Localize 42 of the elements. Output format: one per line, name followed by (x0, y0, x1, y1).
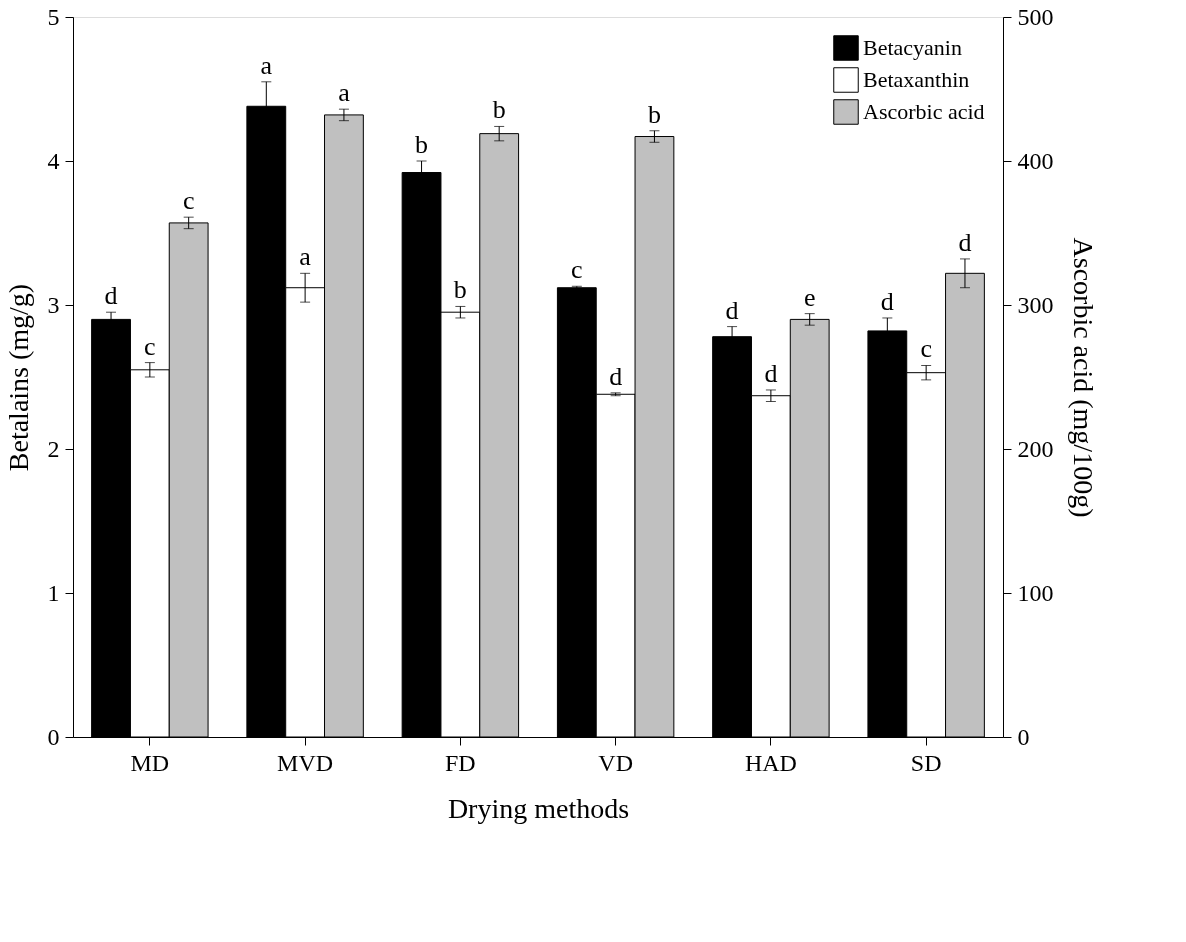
data-label: a (260, 50, 273, 80)
y-tick-label: 0 (47, 723, 60, 750)
data-label: c (920, 334, 932, 364)
x-tick-label: MD (130, 749, 170, 776)
y2-tick-label: 300 (1017, 291, 1054, 318)
x-tick-label: FD (445, 749, 476, 776)
y2-tick-label: 400 (1017, 147, 1054, 174)
y-tick-label: 1 (47, 579, 60, 606)
data-label: b (492, 95, 506, 125)
data-label: b (415, 130, 429, 159)
data-label: c (182, 186, 195, 216)
x-axis-title: Drying methods (447, 792, 630, 824)
y2-tick-label: 100 (1017, 579, 1054, 606)
x-tick-label: VD (598, 749, 633, 776)
y-tick-label: 4 (47, 147, 60, 174)
y-tick-label: 2 (47, 435, 60, 462)
data-label: b (647, 99, 661, 129)
y2-axis-title: Ascorbic acid (mg/100g) (1067, 237, 1099, 518)
legend-label: Betaxanthin (863, 67, 970, 92)
y-axis-title: Betalains (mg/g) (2, 283, 34, 472)
legend-label: Ascorbic acid (863, 99, 985, 124)
data-label: d (609, 361, 623, 391)
data-label: d (725, 295, 739, 325)
data-label: c (571, 255, 583, 285)
x-tick-label: MVD (277, 749, 334, 776)
data-label: a (299, 242, 312, 272)
data-label: a (338, 78, 351, 108)
data-label: d (958, 227, 972, 257)
data-label: b (453, 275, 467, 305)
data-label: d (880, 286, 894, 316)
data-label: e (803, 282, 816, 312)
data-label: d (104, 281, 118, 311)
data-label: c (144, 331, 156, 361)
y-tick-label: 3 (47, 291, 60, 318)
data-label: d (764, 358, 778, 388)
y2-tick-label: 500 (1017, 3, 1054, 30)
x-tick-label: SD (910, 749, 942, 776)
legend-label: Betacyanin (863, 35, 962, 60)
y-tick-label: 5 (47, 3, 60, 30)
x-tick-label: HAD (744, 749, 797, 776)
y2-tick-label: 200 (1017, 435, 1054, 462)
y2-tick-label: 0 (1017, 723, 1030, 750)
